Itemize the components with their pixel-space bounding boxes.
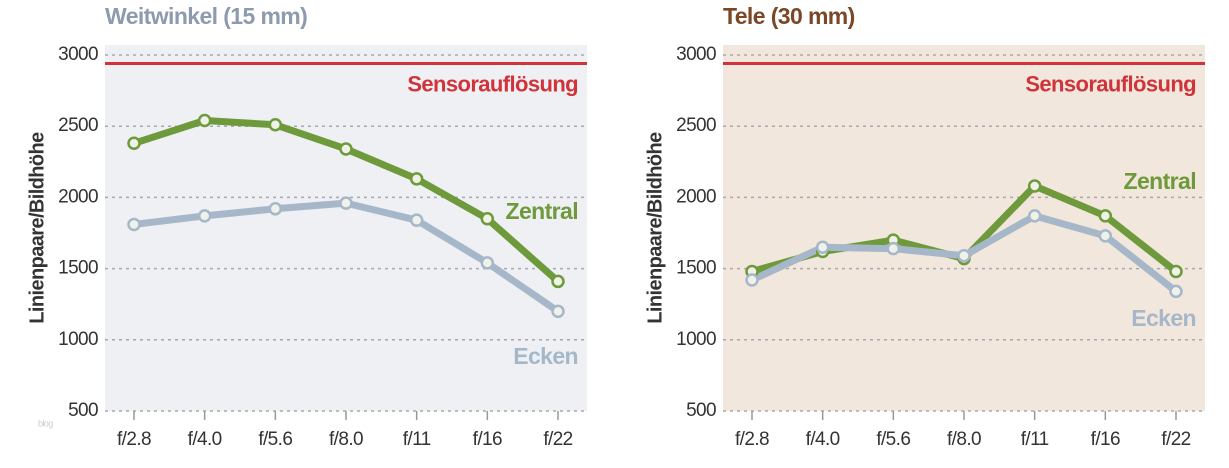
- reference-label: Sensorauflösung: [1025, 71, 1196, 96]
- data-point: [197, 209, 212, 223]
- data-point: [1027, 179, 1042, 193]
- y-axis-label: Linienpaare/Bildhöhe: [644, 132, 666, 324]
- reference-label: Sensorauflösung: [407, 71, 578, 96]
- data-point: [815, 240, 830, 254]
- series-label: Ecken: [1131, 305, 1196, 331]
- x-tick-label: f/8.0: [947, 429, 981, 450]
- y-tick-label: 1500: [58, 258, 98, 279]
- y-tick-label: 1500: [676, 258, 716, 279]
- x-tick-label: f/11: [1021, 429, 1049, 450]
- data-point: [886, 241, 901, 256]
- watermark: blog: [38, 418, 53, 428]
- data-point: [197, 113, 212, 128]
- y-axis-label: Linienpaare/Bildhöhe: [26, 132, 48, 324]
- data-point: [1027, 209, 1042, 223]
- y-tick-label: 3000: [676, 44, 716, 65]
- data-point: [339, 196, 353, 210]
- data-point: [268, 118, 283, 132]
- data-point: [480, 256, 495, 270]
- y-tick-label: 2500: [676, 115, 716, 136]
- x-tick-label: f/22: [543, 429, 572, 450]
- data-point: [551, 274, 565, 289]
- data-point: [268, 202, 283, 216]
- data-point: [480, 212, 495, 226]
- data-point: [1169, 264, 1183, 279]
- y-tick-label: 500: [68, 400, 98, 421]
- data-point: [409, 213, 424, 227]
- x-tick-label: f/2.8: [117, 429, 151, 450]
- chart-title: Weitwinkel (15 mm): [105, 3, 307, 29]
- y-tick-label: 500: [686, 400, 716, 421]
- x-tick-label: f/2.8: [735, 429, 769, 450]
- plot-background: [723, 45, 1205, 411]
- data-point: [127, 217, 141, 232]
- data-point: [957, 249, 971, 263]
- data-point: [1098, 229, 1113, 243]
- data-point: [1098, 209, 1113, 223]
- y-tick-label: 2500: [58, 115, 98, 136]
- y-tick-label: 3000: [58, 44, 98, 65]
- y-tick-label: 2000: [58, 186, 98, 207]
- y-tick-label: 1000: [58, 329, 98, 350]
- y-tick-label: 1000: [676, 329, 716, 350]
- data-point: [551, 304, 565, 319]
- data-point: [339, 142, 353, 156]
- y-tick-label: 2000: [676, 186, 716, 207]
- x-tick-label: f/16: [1091, 429, 1120, 450]
- data-point: [1169, 284, 1183, 299]
- data-point: [127, 136, 141, 151]
- data-point: [409, 172, 424, 186]
- x-tick-label: f/5.6: [876, 429, 910, 450]
- series-label: Ecken: [513, 343, 578, 369]
- x-tick-label: f/5.6: [258, 429, 292, 450]
- x-tick-label: f/4.0: [806, 429, 840, 450]
- series-label: Zentral: [506, 198, 578, 224]
- x-tick-label: f/16: [473, 429, 502, 450]
- series-label: Zentral: [1124, 168, 1196, 194]
- x-tick-label: f/22: [1161, 429, 1190, 450]
- data-point: [745, 273, 759, 287]
- plot-background: [105, 45, 587, 411]
- x-tick-label: f/8.0: [329, 429, 363, 450]
- x-tick-label: f/4.0: [188, 429, 222, 450]
- chart-title: Tele (30 mm): [723, 3, 855, 29]
- x-tick-label: f/11: [403, 429, 431, 450]
